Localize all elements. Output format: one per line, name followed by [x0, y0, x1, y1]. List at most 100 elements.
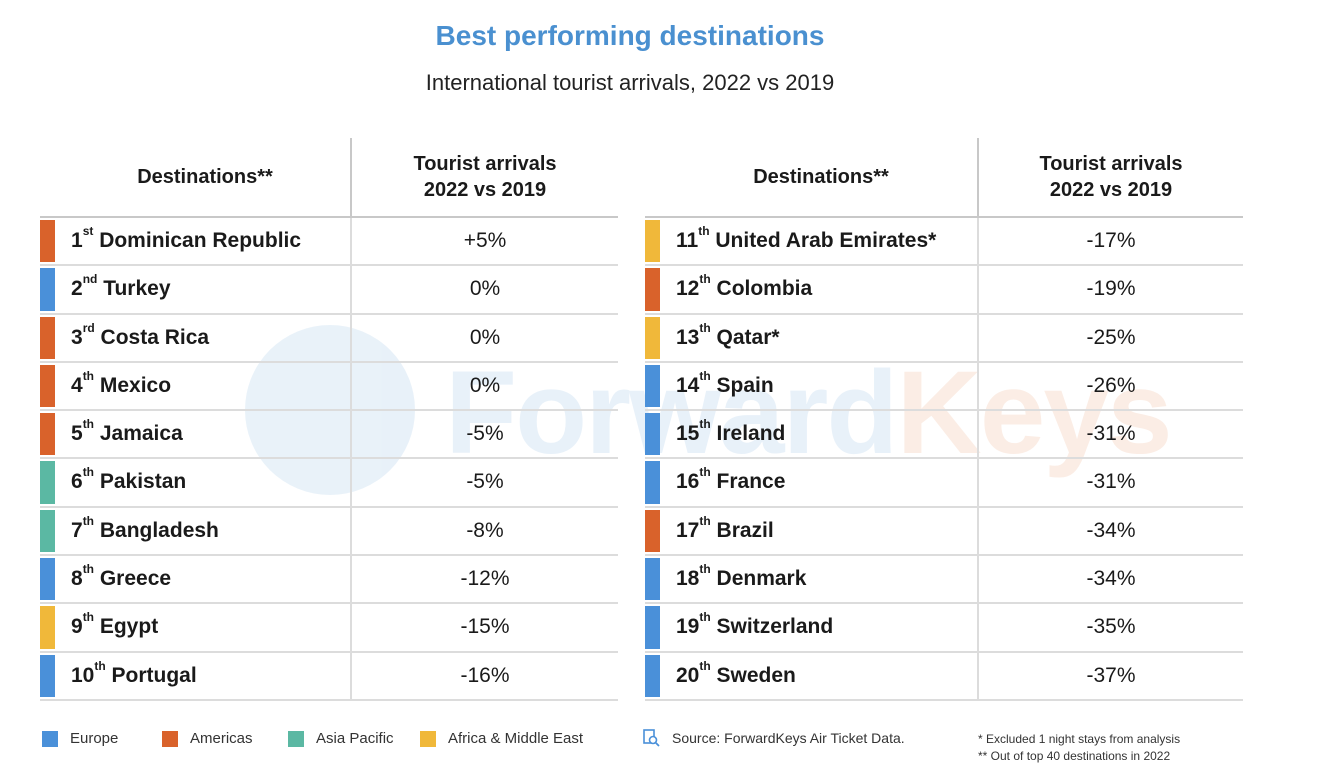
arrivals-change-value: 0%	[469, 325, 501, 349]
arrivals-header: Tourist arrivals 2022 vs 2019	[413, 153, 557, 201]
region-color-bar	[645, 654, 660, 697]
column-divider	[977, 218, 979, 265]
legend-label: Americas	[190, 730, 253, 747]
column-divider	[977, 459, 979, 506]
region-color-bar	[645, 220, 660, 263]
destination-name: 13th Qatar*	[676, 320, 780, 349]
destination-name: 2nd Turkey	[71, 272, 171, 301]
arrivals-header: Tourist arrivals 2022 vs 2019	[1039, 153, 1183, 201]
table-row: 17th Brazil -34%	[645, 507, 1243, 557]
legend-item: Africa & Middle East	[420, 730, 583, 747]
table-header: Destinations** Tourist arrivals 2022 vs 2…	[645, 138, 1243, 218]
legend-item: Asia Pacific	[288, 730, 394, 747]
table-body: 1st Dominican Republic +5% 2nd Turkey 0% 3rd…	[40, 218, 618, 701]
region-color-bar	[40, 316, 55, 359]
arrivals-change-value: -37%	[1086, 663, 1136, 687]
column-divider	[977, 266, 979, 313]
column-divider	[977, 507, 979, 555]
column-divider	[977, 604, 979, 651]
arrivals-change-value: -5%	[466, 422, 504, 446]
arrivals-change-value: -31%	[1086, 470, 1136, 494]
table-row: 20th Sweden -37%	[645, 652, 1243, 701]
region-color-bar	[40, 413, 55, 456]
table-row: 9th Egypt -15%	[40, 604, 618, 653]
region-color-bar	[645, 606, 660, 649]
table-row: 3rd Costa Rica 0%	[40, 314, 618, 363]
region-color-bar	[645, 509, 660, 553]
destination-name: 7th Bangladesh	[71, 513, 219, 542]
column-divider	[350, 266, 352, 313]
arrivals-change-value: -25%	[1086, 325, 1136, 349]
arrivals-change-value: -12%	[460, 567, 510, 591]
arrivals-change-value: -19%	[1086, 277, 1136, 301]
header-divider	[350, 138, 352, 216]
legend-swatch	[42, 730, 58, 747]
destination-name: 9th Egypt	[71, 610, 159, 639]
table-row: 7th Bangladesh -8%	[40, 507, 618, 557]
arrivals-change-value: -8%	[466, 518, 504, 542]
destination-name: 10th Portugal	[71, 658, 197, 687]
footnote-2: ** Out of top 40 destinations in 2022	[978, 749, 1171, 763]
column-divider	[977, 652, 979, 699]
table-row: 2nd Turkey 0%	[40, 266, 618, 315]
column-divider	[350, 507, 352, 555]
region-color-bar	[40, 654, 55, 697]
destination-name: 6th Pakistan	[71, 465, 187, 494]
column-divider	[977, 362, 979, 410]
destination-name: 15th Ireland	[676, 417, 786, 446]
document-search-icon	[643, 729, 660, 747]
table-row: 5th Jamaica -5%	[40, 411, 618, 460]
destination-name: 18th Denmark	[676, 562, 807, 591]
destination-name: 3rd Costa Rica	[71, 320, 210, 349]
destination-name: 8th Greece	[71, 562, 172, 591]
column-divider	[350, 362, 352, 410]
arrivals-change-value: -15%	[460, 615, 510, 639]
arrivals-change-value: 0%	[469, 277, 501, 301]
region-color-bar	[645, 413, 660, 456]
destination-name: 4th Mexico	[71, 368, 172, 397]
ranking-table-right: Destinations** Tourist arrivals 2022 vs 2…	[645, 138, 1243, 701]
legend-item: Europe	[42, 730, 118, 747]
column-divider	[350, 459, 352, 506]
table-row: 18th Denmark -34%	[645, 556, 1243, 605]
legend-label: Africa & Middle East	[448, 730, 584, 747]
table-row: 6th Pakistan -5%	[40, 459, 618, 508]
region-color-bar	[645, 558, 660, 601]
table-row: 14th Spain -26%	[645, 362, 1243, 412]
table-row: 19th Switzerland -35%	[645, 604, 1243, 653]
table-row: 13th Qatar* -25%	[645, 314, 1243, 363]
header-divider	[977, 138, 979, 216]
destination-name: 16th France	[676, 465, 786, 494]
arrivals-change-value: 0%	[469, 373, 501, 397]
arrivals-change-value: -34%	[1086, 567, 1136, 591]
arrivals-change-value: -35%	[1086, 615, 1136, 639]
destination-name: 1st Dominican Republic	[71, 224, 302, 252]
region-color-bar	[40, 558, 55, 601]
table-row: 11th United Arab Emirates* -17%	[645, 218, 1243, 267]
destinations-header: Destinations**	[753, 166, 889, 188]
destination-name: 14th Spain	[676, 368, 774, 397]
column-divider	[350, 218, 352, 265]
arrivals-change-value: +5%	[463, 229, 507, 252]
legend-swatch	[288, 730, 304, 747]
column-divider	[977, 411, 979, 458]
arrivals-change-value: -16%	[460, 663, 510, 687]
region-color-bar	[645, 461, 660, 504]
region-color-bar	[40, 220, 55, 263]
table-row: 16th France -31%	[645, 459, 1243, 508]
column-divider	[350, 604, 352, 651]
table-header: Destinations** Tourist arrivals 2022 vs 2…	[40, 138, 618, 218]
column-divider	[350, 652, 352, 699]
column-divider	[350, 411, 352, 458]
legend-swatch	[420, 730, 436, 747]
destination-name: 19th Switzerland	[676, 610, 834, 639]
arrivals-change-value: -31%	[1086, 422, 1136, 446]
table-row: 12th Colombia -19%	[645, 266, 1243, 315]
destination-name: 11th United Arab Emirates*	[676, 224, 937, 252]
destination-name: 5th Jamaica	[71, 417, 183, 446]
destination-name: 12th Colombia	[676, 272, 813, 301]
region-color-bar	[645, 316, 660, 359]
arrivals-change-value: -5%	[466, 470, 504, 494]
source-note: Source: ForwardKeys Air Ticket Data.	[642, 729, 905, 747]
region-color-bar	[40, 364, 55, 408]
